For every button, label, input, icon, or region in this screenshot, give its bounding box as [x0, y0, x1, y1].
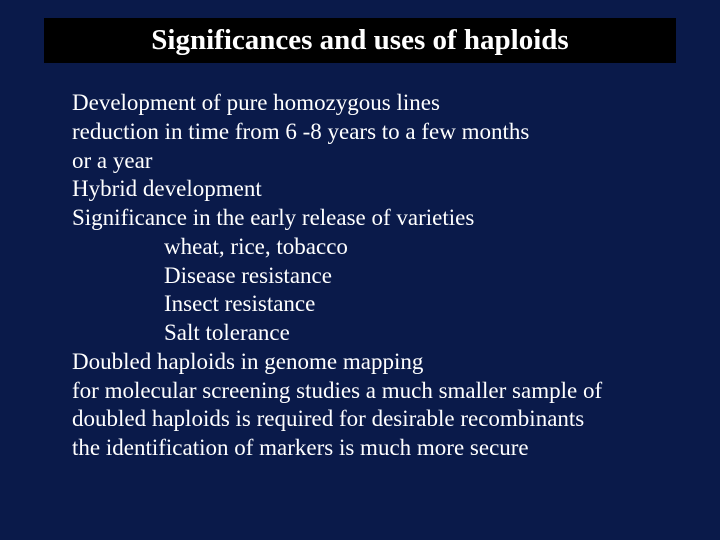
title-box: Significances and uses of haploids	[44, 18, 676, 63]
body-line: for molecular screening studies a much s…	[72, 377, 660, 406]
body-line: wheat, rice, tobacco	[72, 233, 660, 262]
body-line: or a year	[72, 147, 660, 176]
body-line: Hybrid development	[72, 175, 660, 204]
body-line: Insect resistance	[72, 290, 660, 319]
slide-title: Significances and uses of haploids	[151, 24, 568, 56]
body-line: Doubled haploids in genome mapping	[72, 348, 660, 377]
body-line: Salt tolerance	[72, 319, 660, 348]
body-line: Development of pure homozygous lines	[72, 89, 660, 118]
slide: Significances and uses of haploids Devel…	[0, 0, 720, 540]
body-line: doubled haploids is required for desirab…	[72, 405, 660, 434]
body-line: Disease resistance	[72, 262, 660, 291]
body-line: Significance in the early release of var…	[72, 204, 660, 233]
body-line: reduction in time from 6 -8 years to a f…	[72, 118, 660, 147]
body-text: Development of pure homozygous lines red…	[72, 89, 660, 463]
body-line: the identification of markers is much mo…	[72, 434, 660, 463]
